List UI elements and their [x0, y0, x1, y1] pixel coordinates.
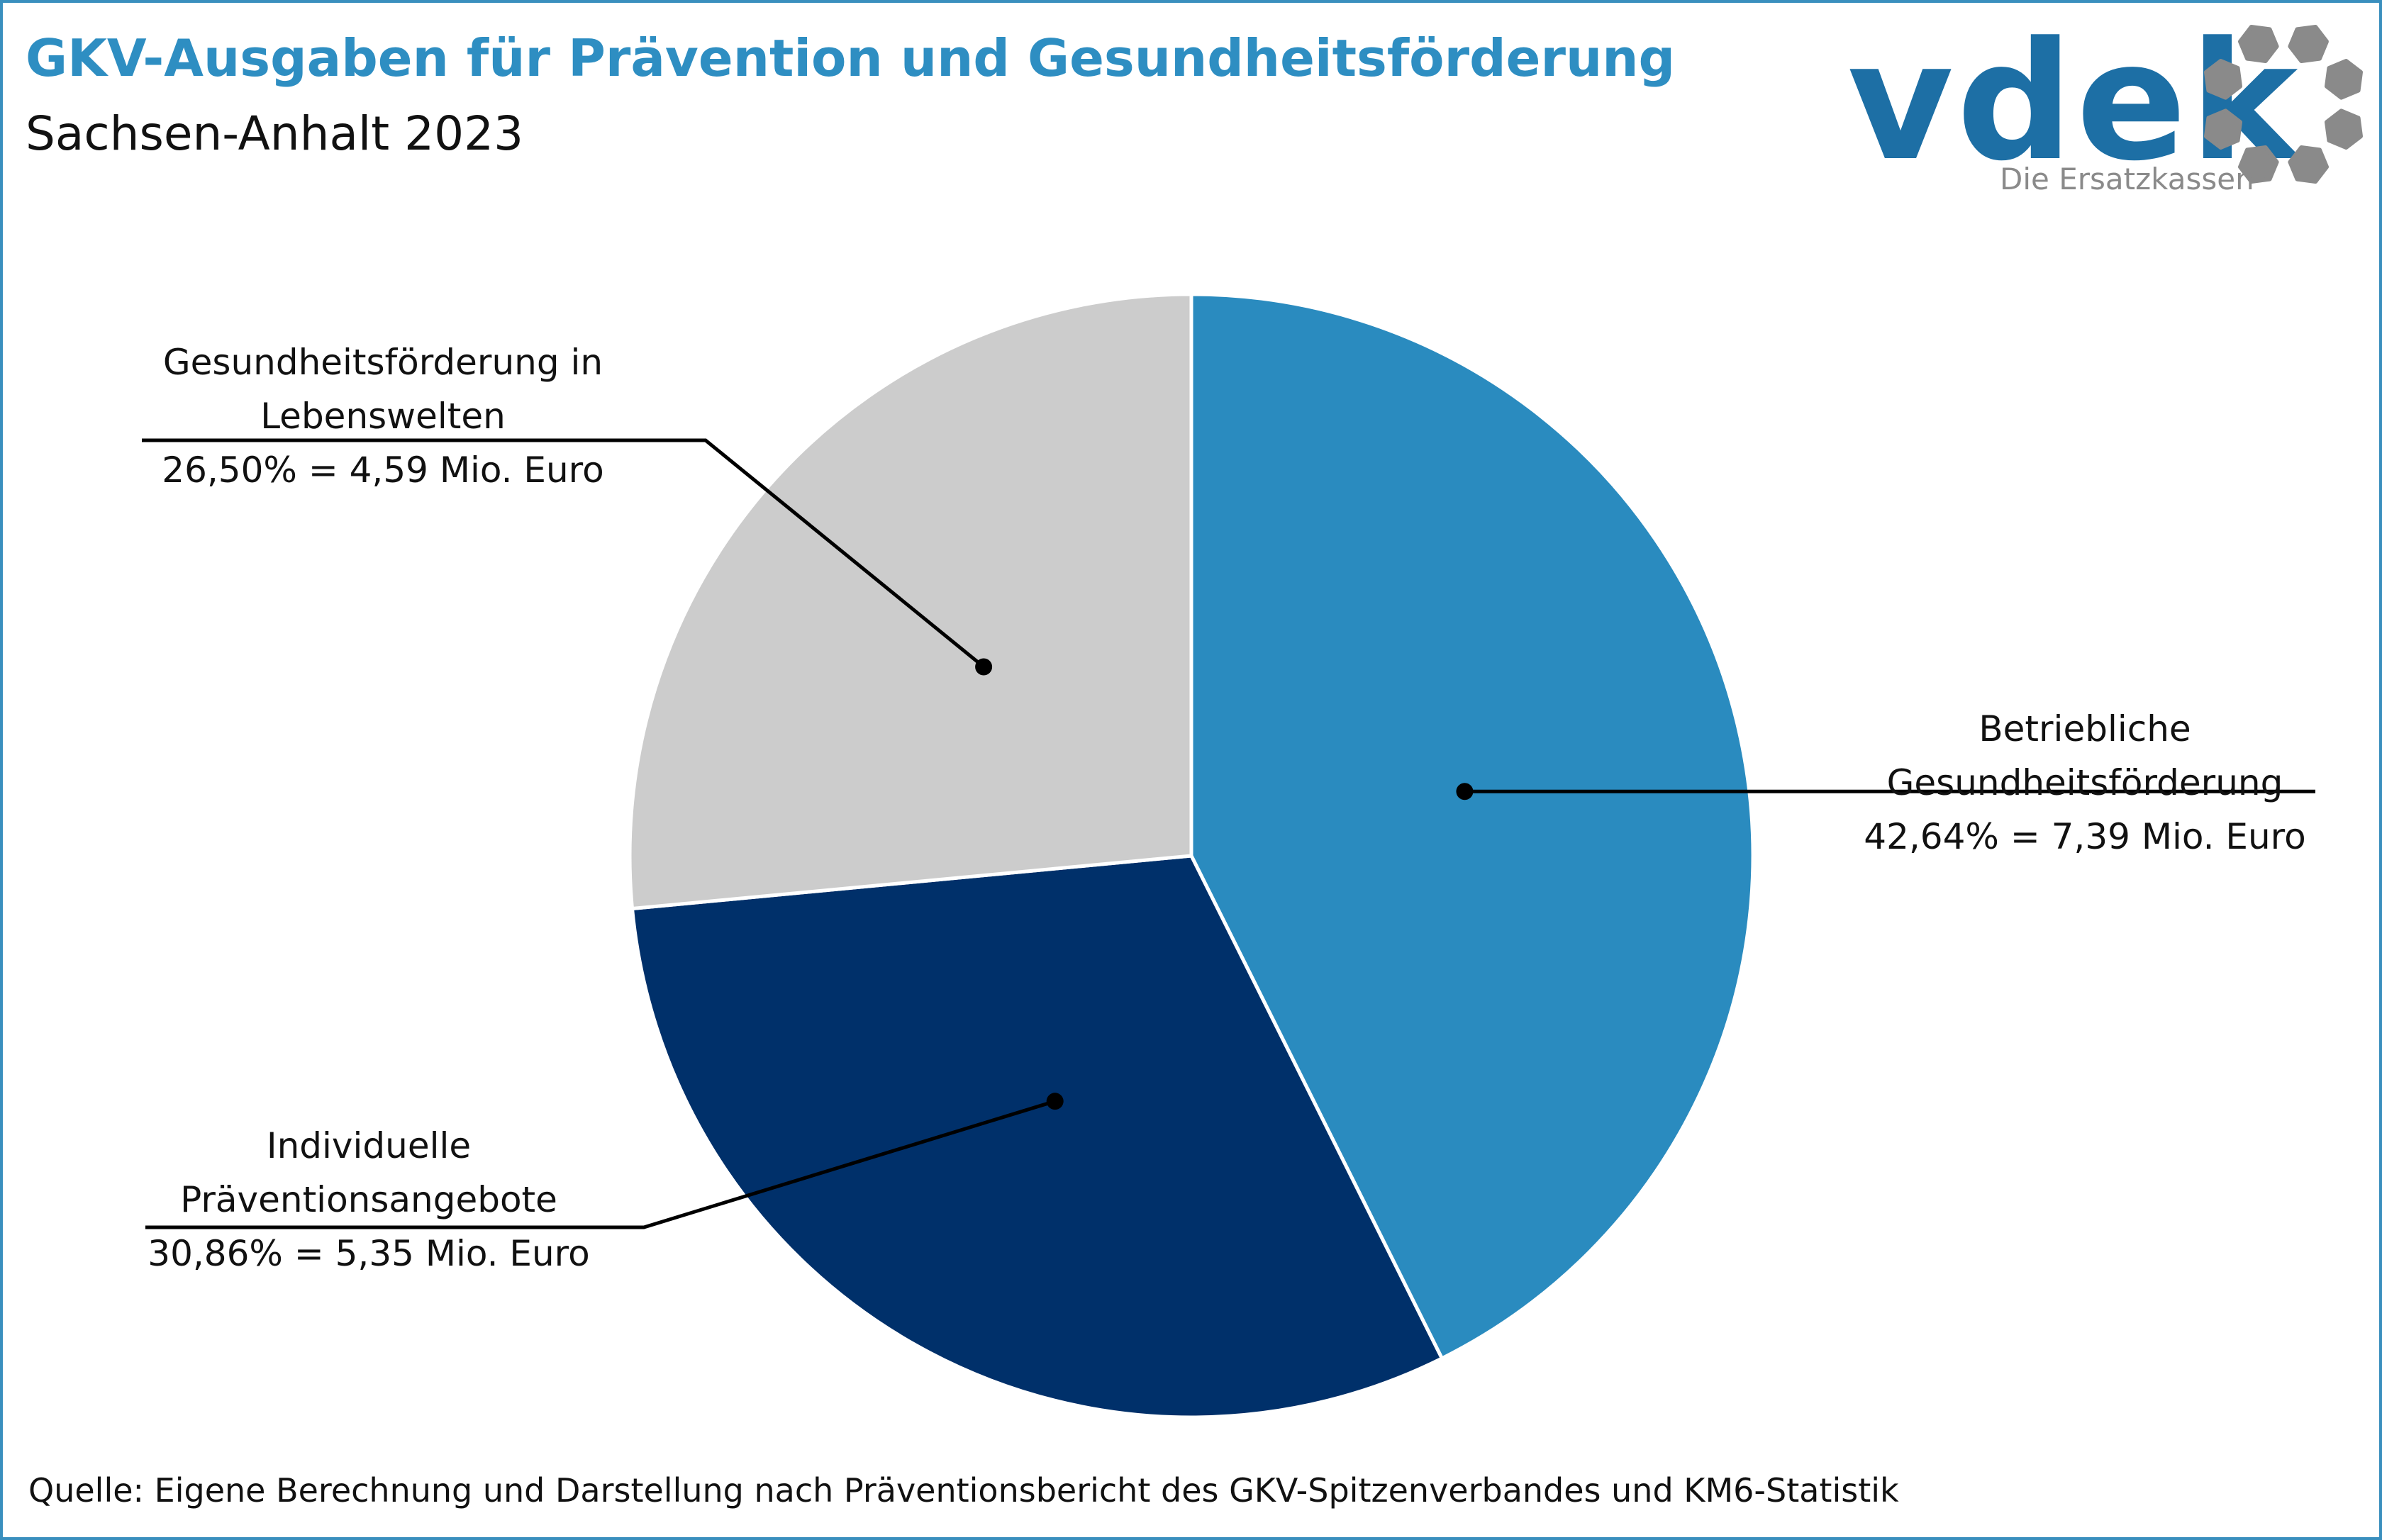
pie-slices	[628, 292, 1755, 1419]
chart-title: GKV-Ausgaben für Prävention und Gesundhe…	[26, 28, 1676, 88]
leader-lines	[142, 438, 2315, 1229]
slice-label-line2: Gesundheitsförderung	[1886, 762, 2283, 803]
label-individuelle-praeventionsangebote: Individuelle Präventionsangebote 30,86% …	[142, 1119, 596, 1280]
logo-ring-segment	[2204, 59, 2242, 100]
logo-ring-segment	[2288, 25, 2329, 63]
logo-ring-segment	[2325, 59, 2363, 100]
source-note: Quelle: Eigene Berechnung und Darstellun…	[28, 1471, 1899, 1510]
vdek-logo-tagline: Die Ersatzkassen	[2000, 162, 2254, 196]
logo-ring-segment	[2325, 108, 2363, 150]
pie-slice-2	[628, 292, 1193, 911]
logo-ring-segment	[2238, 145, 2279, 184]
slice-value-label: 42,64% = 7,39 Mio. Euro	[1864, 816, 2306, 857]
vdek-logo-ring-icon	[2204, 25, 2363, 184]
logo-ring-segment	[2238, 25, 2279, 63]
slice-label-line1: Individuelle	[266, 1125, 472, 1166]
leader-line-1	[145, 1099, 1056, 1229]
slice-label-line1: Gesundheitsförderung in	[162, 342, 603, 383]
slice-value-label: 30,86% = 5,35 Mio. Euro	[148, 1233, 590, 1274]
slice-value-label: 26,50% = 4,59 Mio. Euro	[162, 450, 604, 491]
logo-ring-segment	[2204, 108, 2242, 150]
chart-subtitle: Sachsen-Anhalt 2023	[26, 106, 524, 161]
label-gesundheitsfoerderung-lebenswelten: Gesundheitsförderung in Lebenswelten 26,…	[135, 335, 631, 497]
slice-label-line2: Lebenswelten	[260, 396, 506, 437]
logo-ring-segment	[2288, 145, 2329, 184]
pie-slice-0	[1189, 292, 1755, 1361]
leader-line-2	[142, 438, 985, 669]
slice-label-line1: Betriebliche	[1978, 708, 2191, 749]
slice-label-line2: Präventionsangebote	[180, 1179, 557, 1220]
pie-slice-1	[630, 854, 1445, 1419]
label-betriebliche-gesundheitsfoerderung: Betriebliche Gesundheitsförderung 42,64%…	[1858, 702, 2312, 864]
vdek-logo-wordmark: vdek	[1847, 8, 2301, 197]
